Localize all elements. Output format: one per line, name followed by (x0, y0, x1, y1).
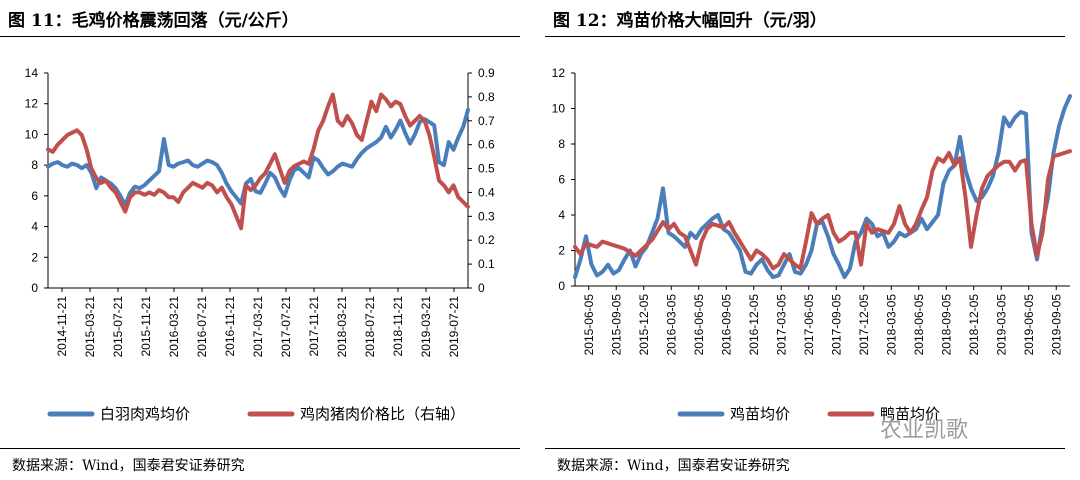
y2-tick-label: 0.9 (478, 66, 495, 80)
x-tick-label: 2016-06-05 (692, 294, 706, 356)
x-tick-label: 2017-11-21 (307, 296, 321, 357)
y-tick-label: 4 (31, 220, 38, 234)
x-tick-label: 2019-09-05 (1049, 294, 1063, 356)
legend-label-2: 鸡肉猪肉价格比（右轴） (300, 405, 465, 423)
y2-tick-label: 0.1 (478, 257, 495, 271)
footer-rule (0, 448, 520, 449)
chart-12-svg: 0 2 4 6 8 10 12 2015-06-05 2015-09-05 2015-12-05 2… (552, 66, 1072, 423)
x-tick-label: 2014-11-21 (55, 296, 69, 357)
y-tick-label: 6 (558, 173, 565, 187)
y2-tick-label: 0.3 (478, 209, 495, 223)
x-tick-label: 2018-06-05 (912, 294, 926, 356)
chart-title: 图 12：鸡苗价格大幅回升（元/羽） (553, 11, 827, 31)
source-note: 数据来源：Wind，国泰君安证券研究 (557, 458, 790, 474)
x-tick-label: 2018-07-21 (363, 296, 377, 358)
x-tick-label: 2015-09-05 (609, 294, 623, 356)
series-line-2 (46, 92, 470, 231)
x-tick-label: 2016-03-05 (664, 294, 678, 356)
x-tick-label: 2018-09-05 (939, 294, 953, 356)
y2-tick-label: 0.8 (478, 90, 495, 104)
x-tick-label: 2017-03-21 (251, 296, 265, 358)
legend-label-1: 白羽肉鸡均价 (100, 405, 190, 423)
x-tick-label: 2017-09-05 (829, 294, 843, 356)
y2-tick-label: 0 (478, 281, 485, 295)
x-tick-label: 2015-07-21 (111, 296, 125, 358)
title-rule (0, 36, 520, 37)
x-tick-label: 2015-06-05 (582, 294, 596, 356)
y-tick-label: 2 (558, 244, 565, 258)
series-line-2 (573, 149, 1072, 271)
y-tick-label: 0 (31, 281, 38, 295)
x-tick-label: 2018-03-21 (335, 296, 349, 358)
x-tick-label: 2017-03-05 (774, 294, 788, 356)
x-tick-label: 2017-06-05 (802, 294, 816, 356)
legend-label-2: 鸭苗均价 (880, 405, 940, 423)
x-tick-label: 2015-11-21 (139, 296, 153, 357)
chart-11-svg: 0 2 4 6 8 10 12 14 0 0.1 0.2 0.3 0.4 0.5 0.6 0.7 0.8 0.9 2… (25, 66, 495, 423)
x-tick-label: 2016-07-21 (195, 296, 209, 358)
x-tick-label: 2015-03-21 (83, 296, 97, 358)
x-tick-label: 2019-03-21 (419, 296, 433, 358)
y-tick-label: 6 (31, 189, 38, 203)
series-line-1 (46, 107, 470, 208)
y-tick-label: 4 (558, 208, 565, 222)
y-tick-label: 8 (31, 158, 38, 172)
y2-tick-label: 0.6 (478, 138, 495, 152)
panel-chart-11: 图 11：毛鸡价格震荡回落（元/公斤） 0 2 4 6 8 10 12 14 0 0.1 0.2 0.… (0, 0, 530, 480)
y-tick-label: 0 (558, 279, 565, 293)
x-tick-label: 2017-12-05 (857, 294, 871, 356)
x-tick-label: 2019-07-21 (447, 296, 461, 358)
y-tick-label: 10 (552, 102, 566, 116)
x-tick-label: 2018-12-05 (967, 294, 981, 356)
x-tick-label: 2016-03-21 (167, 296, 181, 358)
y-tick-label: 14 (25, 66, 39, 80)
x-tick-label: 2016-12-05 (747, 294, 761, 356)
y2-tick-label: 0.4 (478, 185, 495, 199)
series-line-1 (573, 94, 1072, 280)
x-tick-label: 2018-03-05 (884, 294, 898, 356)
y2-tick-label: 0.2 (478, 233, 495, 247)
watermark-text: 农业凯歌 (880, 418, 969, 443)
y-tick-label: 8 (558, 137, 565, 151)
x-tick-label: 2017-07-21 (279, 296, 293, 358)
y-tick-label: 12 (25, 97, 39, 111)
y2-tick-label: 0.7 (478, 114, 495, 128)
y-tick-label: 10 (25, 127, 39, 141)
x-tick-label: 2015-12-05 (637, 294, 651, 356)
x-tick-label: 2018-11-21 (391, 296, 405, 357)
x-tick-label: 2016-09-05 (719, 294, 733, 356)
x-tick-label: 2019-03-05 (994, 294, 1008, 356)
x-tick-label: 2016-11-21 (223, 296, 237, 357)
y-tick-label: 12 (552, 66, 566, 80)
chart-title: 图 11：毛鸡价格震荡回落（元/公斤） (8, 11, 299, 31)
source-note: 数据来源：Wind，国泰君安证券研究 (12, 458, 245, 474)
y2-tick-label: 0.5 (478, 162, 495, 176)
title-rule (545, 36, 1065, 37)
legend-label-1: 鸡苗均价 (730, 405, 790, 423)
x-tick-label: 2019-06-05 (1022, 294, 1036, 356)
panel-chart-12: 图 12：鸡苗价格大幅回升（元/羽） 0 2 4 6 8 10 12 2015-06-05 20… (545, 0, 1075, 480)
footer-rule (545, 448, 1065, 449)
y-tick-label: 2 (31, 250, 38, 264)
